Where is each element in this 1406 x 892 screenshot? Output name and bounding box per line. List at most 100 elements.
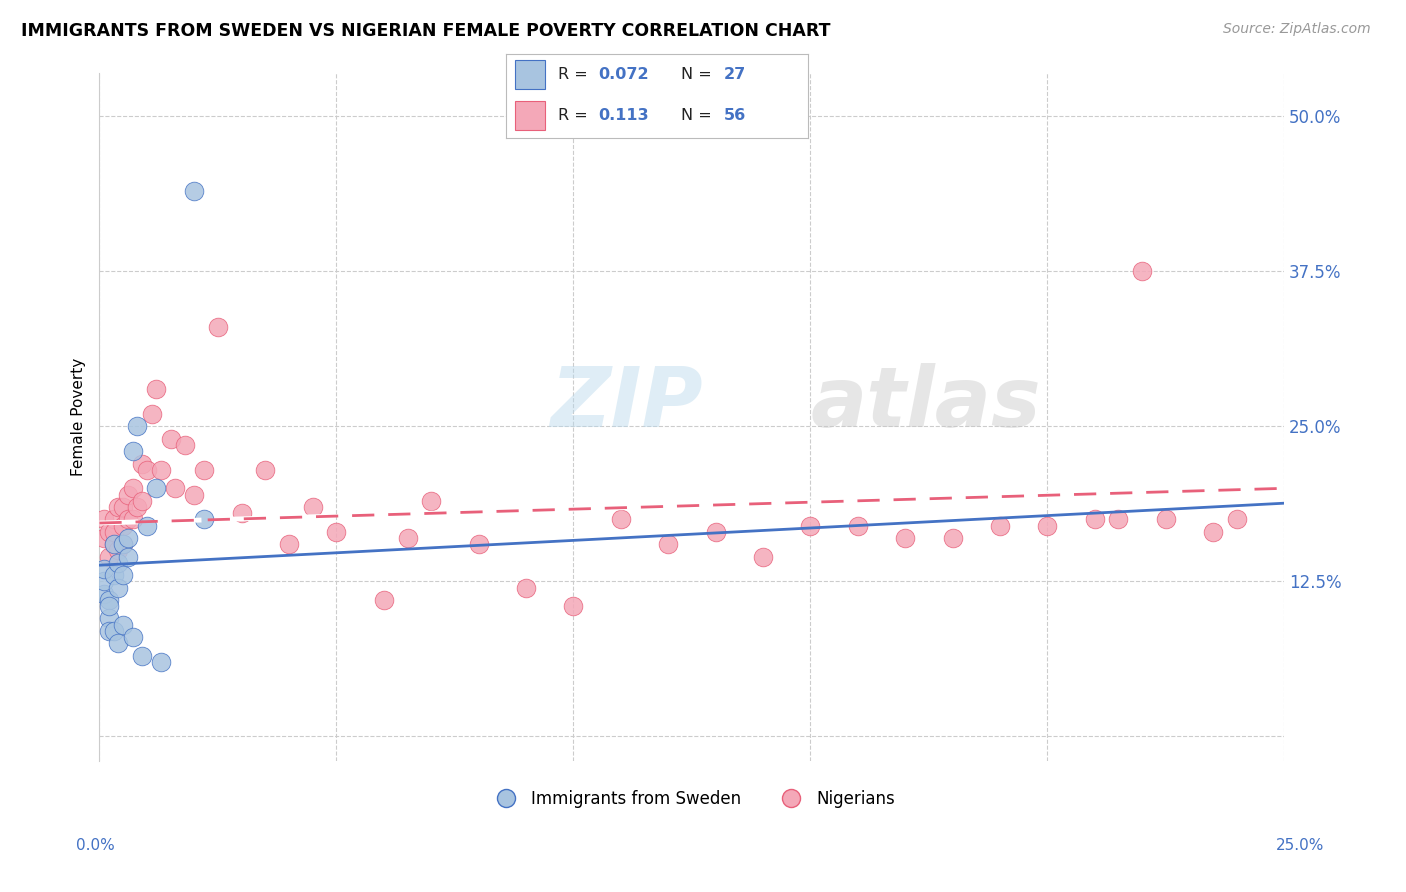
Point [150, 655, 173, 669]
Point [107, 556, 129, 570]
Point [97, 624, 120, 638]
Text: R =: R = [558, 108, 598, 123]
Text: R =: R = [558, 67, 592, 82]
Point [103, 537, 125, 551]
Text: 56: 56 [724, 108, 747, 123]
Bar [515, 61, 546, 89]
Point [112, 617, 135, 632]
Point [103, 624, 125, 638]
Point [131, 493, 153, 508]
Point [131, 648, 153, 663]
Point [941, 531, 963, 545]
Point [420, 493, 443, 508]
Point [193, 512, 215, 526]
Legend: Immigrants from Sweden, Nigerians: Immigrants from Sweden, Nigerians [482, 783, 901, 814]
Point [93, 512, 115, 526]
Point [231, 506, 253, 520]
Point [515, 581, 537, 595]
Point [1084, 512, 1107, 526]
Point [165, 481, 187, 495]
Point [117, 487, 139, 501]
Point [107, 636, 129, 650]
Point [107, 581, 129, 595]
Point [112, 568, 135, 582]
Point [1154, 512, 1177, 526]
Point [112, 518, 135, 533]
Point [131, 457, 153, 471]
Point [135, 463, 157, 477]
Point [562, 599, 585, 613]
Text: ZIP: ZIP [550, 363, 703, 443]
Text: 27: 27 [724, 67, 747, 82]
Point [846, 518, 869, 533]
Point [207, 320, 229, 334]
Point [93, 562, 115, 576]
Point [112, 500, 135, 514]
Point [988, 518, 1011, 533]
Point [117, 549, 139, 564]
Point [145, 481, 167, 495]
Text: N =: N = [682, 108, 717, 123]
Y-axis label: Female Poverty: Female Poverty [72, 358, 86, 476]
Point [183, 184, 205, 198]
Text: atlas: atlas [810, 363, 1040, 443]
Point [97, 599, 120, 613]
Point [183, 487, 205, 501]
Point [1130, 264, 1153, 278]
Point [278, 537, 301, 551]
Point [610, 512, 633, 526]
Text: 0.072: 0.072 [599, 67, 650, 82]
Point [1226, 512, 1249, 526]
Point [127, 500, 149, 514]
Point [107, 500, 129, 514]
Point [325, 524, 347, 539]
Point [103, 568, 125, 582]
Point [301, 500, 323, 514]
Point [373, 593, 395, 607]
Point [150, 463, 173, 477]
Point [799, 518, 821, 533]
Point [112, 537, 135, 551]
Point [145, 382, 167, 396]
Point [112, 537, 135, 551]
Point [127, 419, 149, 434]
Point [97, 524, 120, 539]
Point [121, 630, 143, 644]
Point [159, 432, 181, 446]
Point [1202, 524, 1225, 539]
Point [97, 593, 120, 607]
Point [467, 537, 489, 551]
Point [97, 611, 120, 625]
Point [173, 438, 195, 452]
Text: IMMIGRANTS FROM SWEDEN VS NIGERIAN FEMALE POVERTY CORRELATION CHART: IMMIGRANTS FROM SWEDEN VS NIGERIAN FEMAL… [21, 22, 831, 40]
Point [117, 531, 139, 545]
Point [103, 537, 125, 551]
Point [396, 531, 419, 545]
Point [752, 549, 775, 564]
Point [135, 518, 157, 533]
Point [121, 481, 143, 495]
Point [193, 463, 215, 477]
Text: N =: N = [682, 67, 717, 82]
Point [1107, 512, 1129, 526]
Point [1036, 518, 1059, 533]
Point [103, 524, 125, 539]
Point [107, 543, 129, 558]
Point [704, 524, 727, 539]
Point [93, 587, 115, 601]
Point [121, 512, 143, 526]
Text: 0.0%: 0.0% [76, 838, 115, 853]
Text: Source: ZipAtlas.com: Source: ZipAtlas.com [1223, 22, 1371, 37]
Text: 25.0%: 25.0% [1277, 838, 1324, 853]
Point [254, 463, 277, 477]
Point [894, 531, 917, 545]
Point [121, 444, 143, 458]
Point [93, 531, 115, 545]
Point [117, 512, 139, 526]
Point [103, 512, 125, 526]
Point [93, 574, 115, 589]
Bar [515, 101, 546, 130]
Point [141, 407, 163, 421]
Point [657, 537, 679, 551]
Point [97, 549, 120, 564]
